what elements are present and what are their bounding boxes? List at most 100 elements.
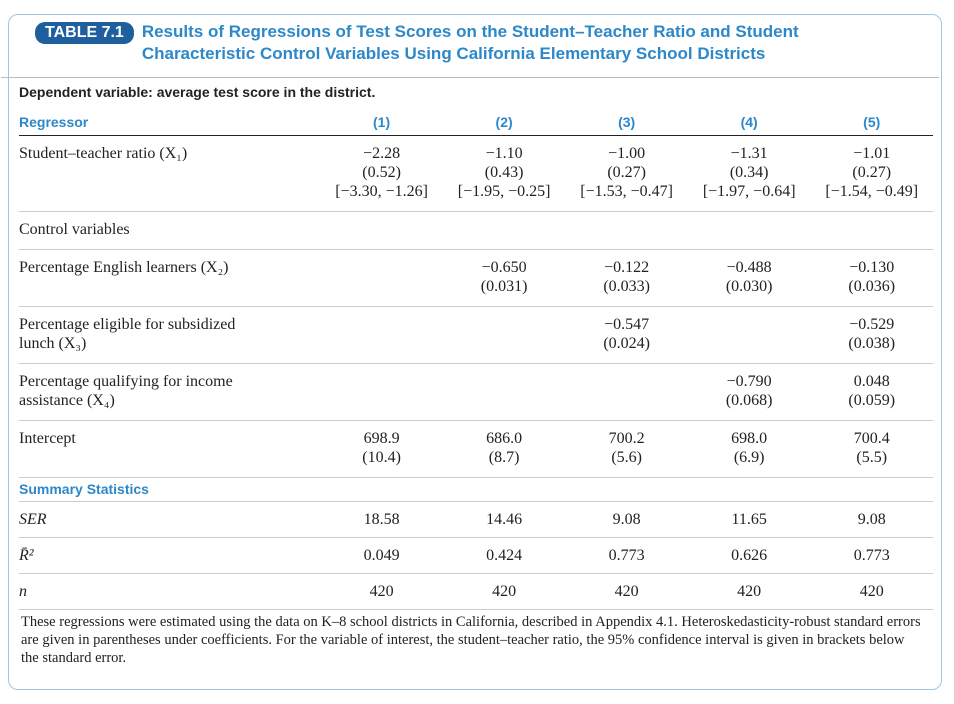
cell-line: 11.65 — [731, 511, 767, 528]
cell: 11.65 — [687, 501, 811, 538]
cell: −0.122 (0.033) — [565, 249, 688, 307]
cell-line: −0.650 — [481, 259, 527, 276]
table-row: Percentage qualifying for income assistan… — [19, 363, 933, 421]
cell-line: (0.059) — [848, 392, 896, 409]
cell: −0.130 (0.036) — [810, 249, 933, 307]
cell-line: 9.08 — [857, 511, 886, 528]
cell-line: Percentage English learners (X₂) — [19, 259, 229, 276]
cell: 0.626 — [687, 537, 811, 574]
cell: 14.46 — [442, 501, 566, 538]
cell-line: −0.790 — [726, 373, 772, 390]
cell: 700.2 (5.6) — [565, 420, 688, 478]
cell-line: lunch (X₃) — [19, 335, 87, 352]
cell-line: (0.036) — [848, 278, 896, 295]
cell-line: [−1.95, −0.25] — [457, 183, 551, 200]
cell-line: −1.00 — [608, 145, 646, 162]
cell-line: −0.547 — [604, 316, 650, 333]
cell-line: assistance (X₄) — [19, 392, 115, 409]
cell-line: Percentage qualifying for income — [19, 373, 233, 390]
cell: −1.00 (0.27) [−1.53, −0.47] — [565, 135, 688, 212]
dependent-variable: Dependent variable: average test score i… — [1, 77, 939, 100]
cell-line: (5.6) — [611, 449, 642, 466]
cell — [320, 249, 443, 307]
cell-line: −1.31 — [730, 145, 768, 162]
cell: −1.01 (0.27) [−1.54, −0.49] — [810, 135, 933, 212]
cell: 420 — [810, 573, 933, 610]
cell: 0.424 — [442, 537, 566, 574]
cell-line: −2.28 — [363, 145, 401, 162]
header: TABLE 7.1 Results of Regressions of Test… — [9, 15, 941, 65]
cell-line: (6.9) — [733, 449, 765, 466]
cell: −1.10 (0.43) [−1.95, −0.25] — [442, 135, 566, 212]
cell-line: (0.43) — [484, 164, 524, 181]
cell: 698.0 (6.9) — [687, 420, 811, 478]
cell-line: 420 — [492, 583, 517, 600]
cell-line: 420 — [369, 583, 394, 600]
row-label: Student–teacher ratio (X₁) — [19, 135, 321, 212]
table-badge: TABLE 7.1 — [35, 22, 134, 44]
cell-line: Percentage eligible for subsidized — [19, 316, 236, 333]
table-title: Results of Regressions of Test Scores on… — [141, 22, 799, 63]
table-row: Percentage eligible for subsidized lunch … — [19, 306, 933, 364]
cell-line: (0.34) — [729, 164, 769, 181]
column-header: (5) — [810, 109, 933, 136]
cell: 420 — [565, 573, 688, 610]
cell: 9.08 — [565, 501, 688, 538]
table-row: Intercept 698.9 (10.4) 686.0 (8.7) 700.2 (5.6)… — [19, 420, 933, 478]
cell-line: 0.773 — [608, 547, 645, 564]
cell: 420 — [320, 573, 443, 610]
cell-line: (0.27) — [852, 164, 892, 181]
cell-line: Intercept — [19, 430, 76, 447]
table-card: TABLE 7.1 Results of Regressions of Test… — [1, 14, 942, 690]
cell-line: n — [19, 583, 27, 600]
cell-line: −0.488 — [726, 259, 772, 276]
table-row: Percentage English learners (X₂) −0.650 (0… — [19, 249, 933, 307]
header-row: Regressor (1) (2) (3) (4) (5) — [19, 109, 933, 136]
cell: 0.049 — [320, 537, 443, 574]
footnote: These regressions were estimated using t… — [21, 614, 921, 666]
cell-line: 420 — [859, 583, 884, 600]
cell — [687, 306, 811, 364]
cell-line: Control variables — [19, 221, 130, 238]
cell-line: 420 — [614, 583, 639, 600]
cell-line: 0.773 — [853, 547, 890, 564]
cell: 420 — [687, 573, 811, 610]
table-row: SER 18.58 14.46 9.08 11.65 9.08 — [19, 501, 933, 538]
cell-line: [−1.53, −0.47] — [580, 183, 673, 200]
cell-line: (0.52) — [362, 164, 401, 181]
cell-line: 700.2 — [608, 430, 645, 447]
cell-line: −0.130 — [849, 259, 895, 276]
column-header: (2) — [442, 109, 566, 136]
cell-line: 0.049 — [363, 547, 400, 564]
cell-line: −1.10 — [485, 145, 523, 162]
column-header: (1) — [320, 109, 443, 136]
cell-line: 686.0 — [486, 430, 523, 447]
cell-line: 0.424 — [486, 547, 523, 564]
cell: 9.08 — [810, 501, 933, 538]
summary-heading-row: Summary Statistics — [19, 477, 933, 502]
cell-line: Student–teacher ratio (X₁) — [19, 145, 188, 162]
cell-line: 14.46 — [486, 511, 523, 528]
cell — [442, 306, 566, 364]
cell-line: 18.58 — [363, 511, 400, 528]
column-header: (4) — [687, 109, 811, 136]
cell-line: 420 — [737, 583, 762, 600]
cell — [565, 363, 688, 421]
cell: 18.58 — [320, 501, 443, 538]
cell-line: [−1.97, −0.64] — [702, 183, 796, 200]
cell-line: (0.068) — [725, 392, 773, 409]
cell-line: 0.048 — [853, 373, 890, 390]
cell-line: −0.529 — [849, 316, 895, 333]
cell — [320, 363, 443, 421]
cell-line: 700.4 — [853, 430, 890, 447]
cell: −0.790 (0.068) — [687, 363, 811, 421]
cell: 420 — [442, 573, 566, 610]
cell: −1.31 (0.34) [−1.97, −0.64] — [687, 135, 811, 212]
table-row: Student–teacher ratio (X₁) −2.28 (0.52) [−3… — [19, 135, 933, 212]
cell — [320, 306, 443, 364]
cell-line: R̄² — [19, 547, 34, 564]
cell-line: (0.024) — [603, 335, 650, 352]
cell-line: (0.27) — [607, 164, 646, 181]
cell-line: [−3.30, −1.26] — [335, 183, 428, 200]
cell-line: (0.030) — [725, 278, 773, 295]
